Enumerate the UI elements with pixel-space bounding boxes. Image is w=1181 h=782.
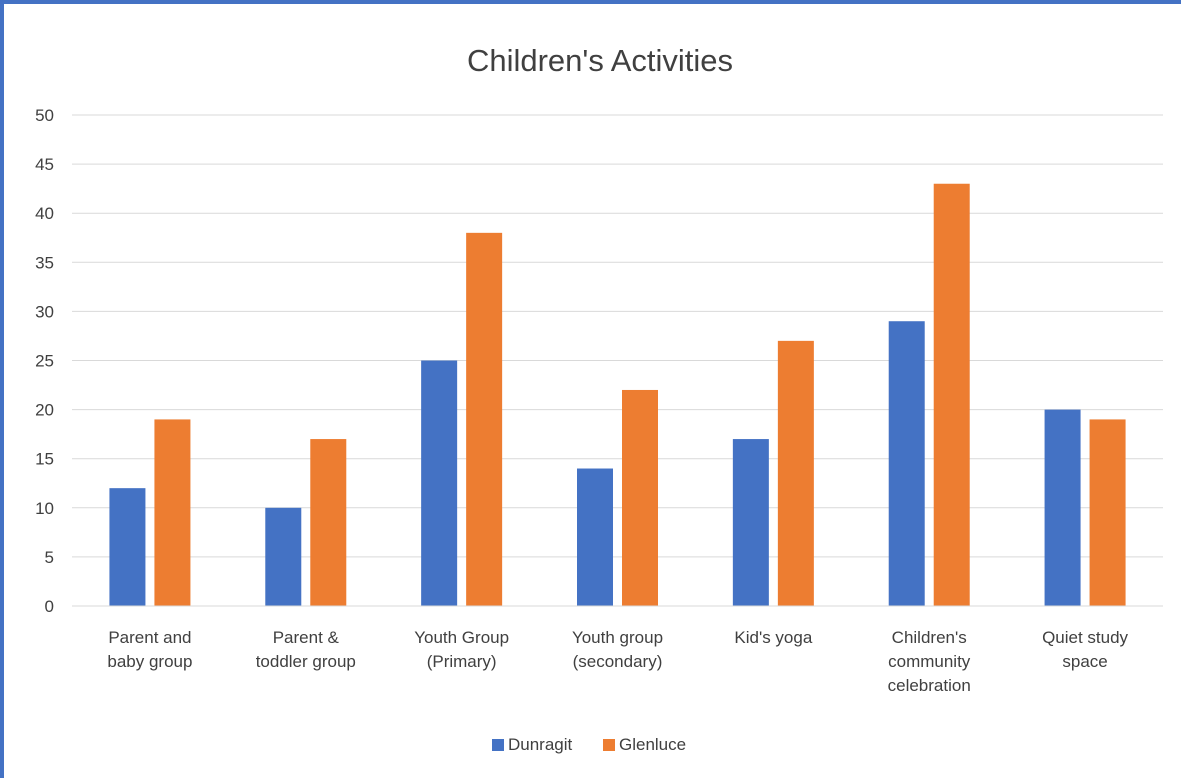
x-tick-label: Youth group (secondary) bbox=[572, 628, 663, 671]
bar-dunragit-2 bbox=[421, 360, 458, 606]
legend-label-glenluce: Glenluce bbox=[619, 735, 686, 754]
x-tick-label-line: Kid's yoga bbox=[734, 628, 812, 647]
bar-glenluce-5 bbox=[933, 183, 970, 607]
y-axis-tick-labels: 0 5 10 15 20 25 30 35 40 45 50 bbox=[35, 106, 54, 616]
x-tick-label-line: space bbox=[1062, 652, 1107, 671]
chart-title: Children's Activities bbox=[467, 43, 733, 78]
legend-swatch-dunragit bbox=[492, 739, 504, 751]
y-tick-label: 45 bbox=[35, 155, 54, 174]
bar-dunragit-6 bbox=[1044, 409, 1081, 606]
bar-glenluce-3 bbox=[622, 389, 658, 606]
y-tick-label: 10 bbox=[35, 499, 54, 518]
x-tick-label-line: toddler group bbox=[256, 652, 356, 671]
y-tick-label: 20 bbox=[35, 401, 54, 420]
bars bbox=[109, 183, 1126, 607]
bar-dunragit-0 bbox=[109, 488, 146, 606]
x-tick-label: Children's community celebration bbox=[888, 628, 971, 695]
legend-swatch-glenluce bbox=[603, 739, 615, 751]
gridlines bbox=[72, 114, 1163, 558]
bar-dunragit-3 bbox=[577, 468, 613, 606]
y-tick-label: 25 bbox=[35, 352, 54, 371]
y-tick-label: 5 bbox=[45, 548, 54, 567]
x-tick-label: Kid's yoga bbox=[734, 628, 812, 647]
bar-dunragit-1 bbox=[265, 507, 302, 606]
x-tick-label-line: (Primary) bbox=[427, 652, 497, 671]
x-tick-label: Quiet study space bbox=[1042, 628, 1128, 671]
bar-glenluce-2 bbox=[466, 232, 503, 606]
y-tick-label: 30 bbox=[35, 302, 54, 321]
x-tick-label-line: Parent and bbox=[108, 628, 191, 647]
legend: Dunragit Glenluce bbox=[492, 735, 686, 754]
x-tick-label-line: baby group bbox=[107, 652, 192, 671]
y-tick-label: 15 bbox=[35, 450, 54, 469]
bar-glenluce-6 bbox=[1089, 419, 1126, 606]
x-tick-label-line: community bbox=[888, 652, 971, 671]
legend-label-dunragit: Dunragit bbox=[508, 735, 573, 754]
x-axis: Parent and baby group Parent & toddler grou… bbox=[72, 605, 1163, 695]
x-tick-label: Youth Group (Primary) bbox=[414, 628, 509, 671]
x-tick-label-line: Youth group bbox=[572, 628, 663, 647]
bar-glenluce-0 bbox=[154, 419, 191, 606]
bar-chart: Children's Activities 0 5 10 15 20 25 30 35 40 45… bbox=[35, 43, 1163, 754]
y-tick-label: 40 bbox=[35, 204, 54, 223]
x-tick-label-line: Parent & bbox=[273, 628, 340, 647]
bar-dunragit-5 bbox=[888, 321, 925, 606]
y-tick-label: 35 bbox=[35, 253, 54, 272]
bar-glenluce-4 bbox=[777, 340, 814, 606]
x-tick-label-line: celebration bbox=[888, 676, 971, 695]
y-tick-label: 0 bbox=[45, 597, 54, 616]
bar-glenluce-1 bbox=[310, 439, 347, 606]
x-tick-label-line: Youth Group bbox=[414, 628, 509, 647]
y-tick-label: 50 bbox=[35, 106, 54, 125]
x-tick-label: Parent & toddler group bbox=[256, 628, 356, 671]
x-tick-label-line: Children's bbox=[892, 628, 967, 647]
x-tick-label-line: Quiet study bbox=[1042, 628, 1128, 647]
bar-dunragit-4 bbox=[732, 439, 769, 606]
x-tick-label: Parent and baby group bbox=[107, 628, 192, 671]
x-tick-label-line: (secondary) bbox=[573, 652, 663, 671]
